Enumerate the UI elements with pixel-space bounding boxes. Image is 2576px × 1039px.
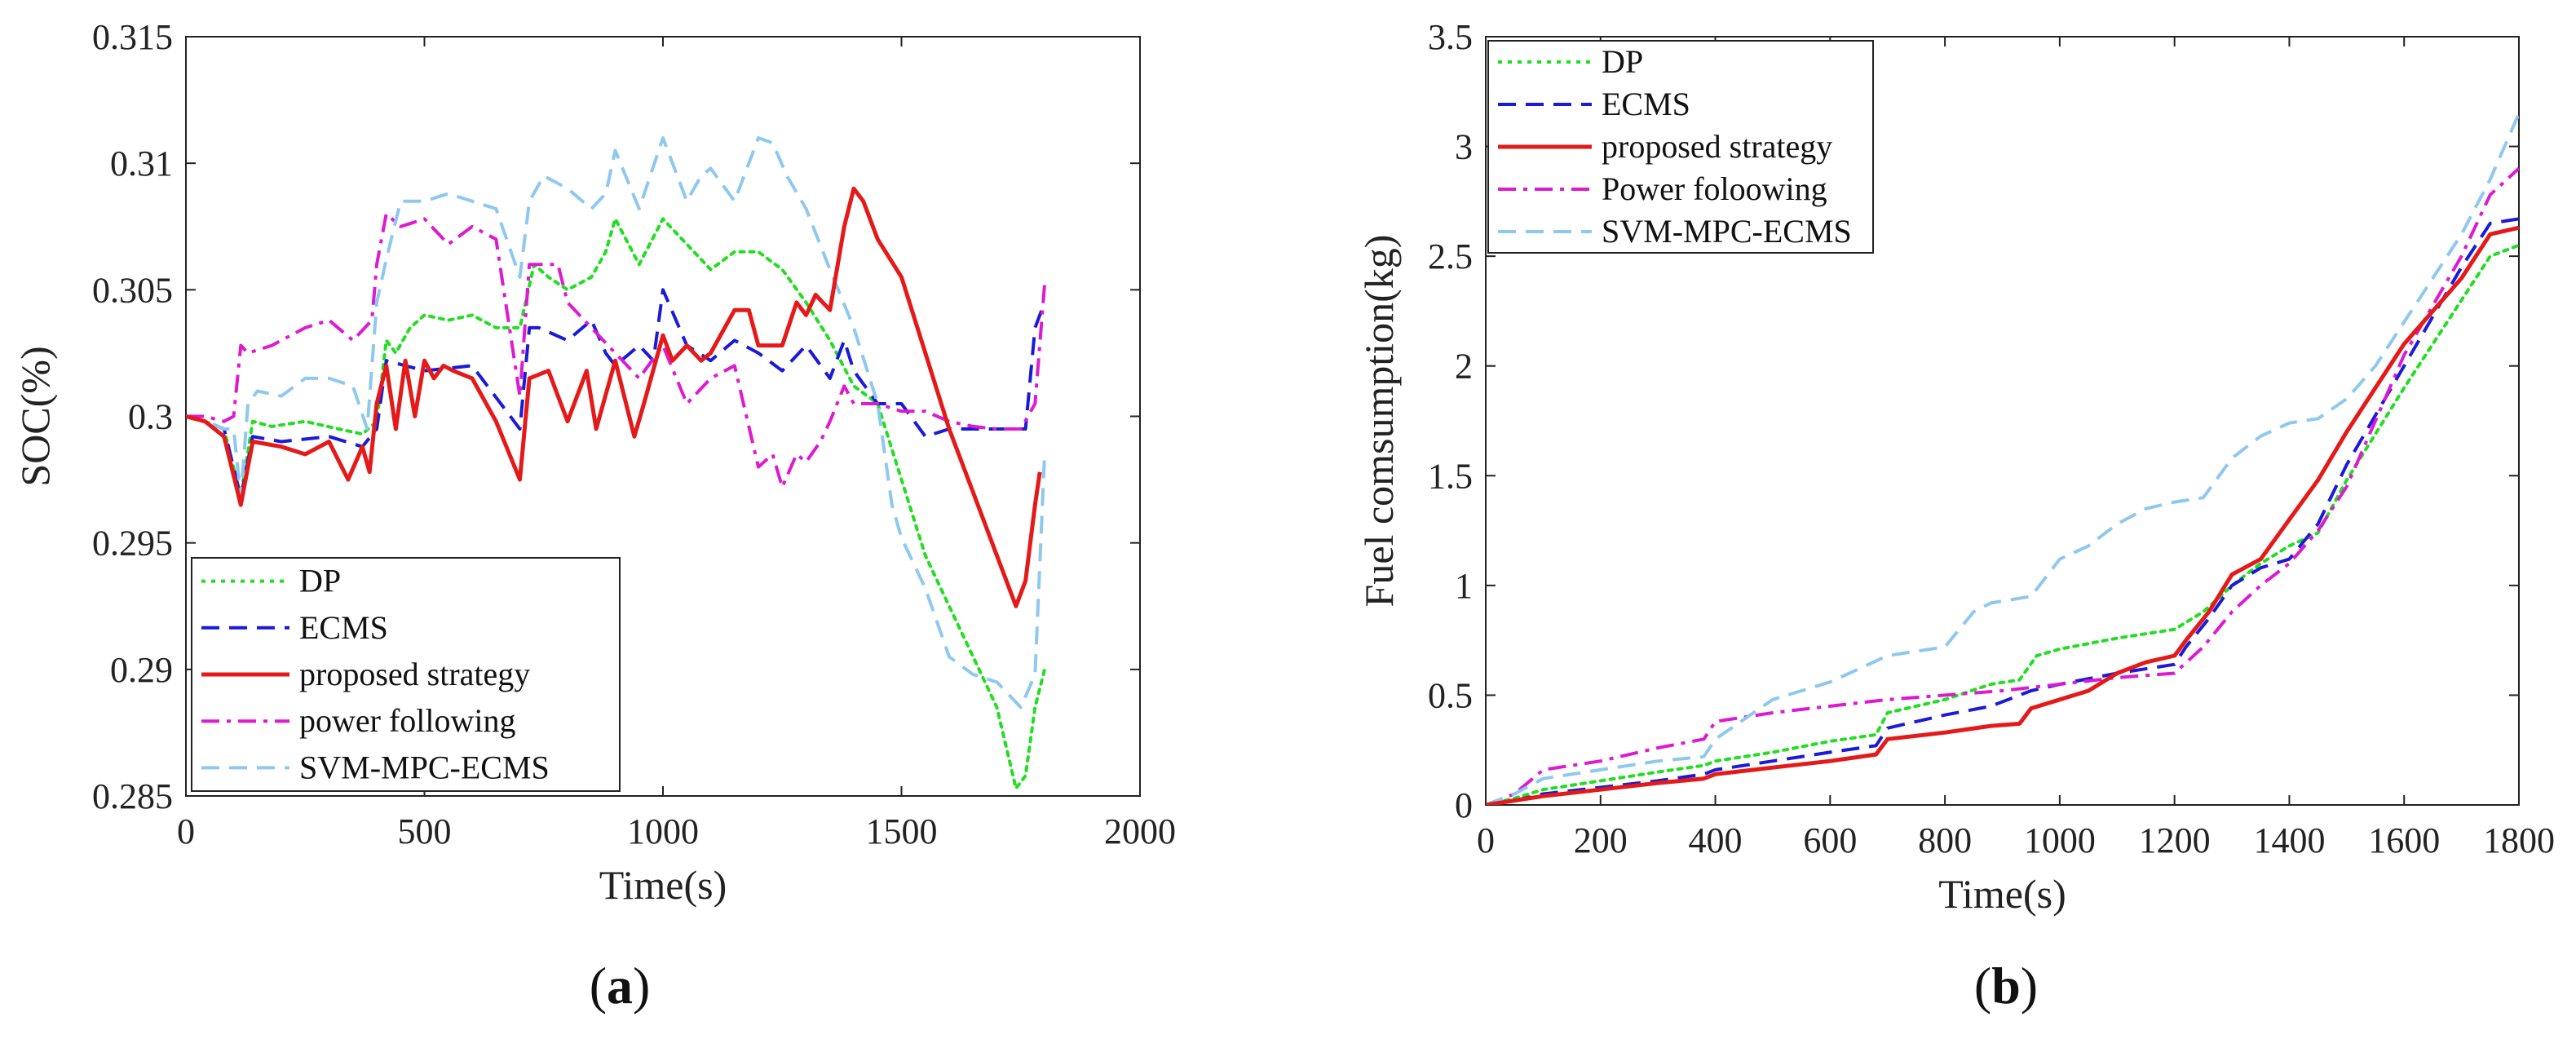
- x-tick-label: 500: [398, 811, 452, 851]
- legend-entry-label: DP: [1602, 43, 1643, 80]
- y-tick-label: 0.3: [128, 397, 173, 437]
- x-tick-label: 0: [177, 811, 195, 851]
- y-tick-label: 3.5: [1428, 17, 1473, 57]
- x-tick-label: 2000: [1104, 811, 1176, 851]
- panel-label: (a): [590, 957, 651, 1015]
- x-tick-label: 800: [1918, 820, 1972, 860]
- series-line-proposed-strategy: [1486, 225, 2519, 805]
- x-tick-label: 1400: [2253, 820, 2325, 860]
- y-axis-label: SOC(%): [12, 346, 58, 486]
- panel-label-close-paren: ): [2021, 957, 2038, 1015]
- legend-box: [1487, 40, 1874, 254]
- series-line-power-following: [186, 212, 1046, 489]
- series-line-proposed-strategy: [186, 186, 1042, 608]
- y-tick-label: 3: [1455, 127, 1473, 167]
- panel-a-soc-chart: 0 500 1000 1500 2000 0.285 0.29 0.295 0.3 0.305 0.…: [12, 17, 1176, 1015]
- series-line-dp: [186, 217, 1046, 790]
- panel-label-letter: b: [1991, 957, 2021, 1015]
- series-group: [1486, 113, 2519, 805]
- legend-entry-label: power following: [299, 702, 516, 739]
- y-axis-label: Fuel comsumption(kg): [1356, 235, 1402, 608]
- panel-label-open-paren: (: [590, 957, 607, 1015]
- y-tick-label: 0.31: [110, 144, 173, 183]
- legend-entry-label: Power foloowing: [1602, 170, 1827, 207]
- x-tick-label: 400: [1689, 820, 1743, 860]
- legend-entry-label: proposed strategy: [1602, 128, 1832, 165]
- panel-label-letter: a: [607, 957, 633, 1015]
- y-tick-label: 0.285: [92, 776, 173, 816]
- legend-entry-label: ECMS: [1602, 86, 1690, 122]
- x-tick-label: 1500: [866, 811, 938, 851]
- y-tick-label: 1.5: [1428, 456, 1473, 496]
- panel-b-fuel-chart: 0 200 400 600 800 1000 1200 1400 1600 1800 0 0.5 1 1.…: [1356, 17, 2555, 1015]
- legend-entry-label: SVM-MPC-ECMS: [1602, 213, 1852, 250]
- y-tick-label: 0: [1455, 785, 1473, 825]
- x-axis-label: Time(s): [1938, 871, 2066, 917]
- legend-entry-label: DP: [299, 563, 341, 599]
- plot-frame: [1485, 36, 2520, 806]
- legend: DP ECMS proposed strategy Power foloowing SV…: [1487, 40, 1874, 254]
- legend-entry-label: ECMS: [299, 609, 388, 646]
- x-tick-label: 1200: [2139, 820, 2211, 860]
- x-tick-label: 1800: [2483, 820, 2555, 860]
- y-tick-label: 0.305: [92, 270, 173, 310]
- x-tick-label: 1000: [2024, 820, 2096, 860]
- series-line-power-foloowing: [1486, 167, 2519, 805]
- y-tick-label: 2.5: [1428, 237, 1473, 276]
- x-tick-label: 0: [1477, 820, 1495, 860]
- legend: DP ECMS proposed strategy power following SV…: [191, 557, 621, 792]
- x-tick-label: 600: [1803, 820, 1857, 860]
- y-tick-label: 0.29: [110, 650, 173, 690]
- x-tick-label: 1600: [2368, 820, 2440, 860]
- x-axis-label: Time(s): [599, 862, 727, 908]
- legend-entry-label: proposed strategy: [299, 656, 530, 692]
- y-tick-label: 0.315: [92, 17, 173, 57]
- x-tick-label: 1000: [627, 811, 699, 851]
- panel-label-close-paren: ): [633, 957, 650, 1015]
- y-tick-label: 1: [1455, 566, 1473, 606]
- x-tick-label: 200: [1574, 820, 1628, 860]
- series-line-ecms: [1486, 217, 2519, 805]
- series-line-svm-mpc-ecms: [186, 136, 1046, 710]
- y-tick-label: 0.5: [1428, 675, 1473, 715]
- y-tick-label: 2: [1455, 347, 1473, 387]
- y-tick-label: 0.295: [92, 524, 173, 564]
- series-line-svm-mpc-ecms: [1486, 113, 2519, 805]
- legend-entry-label: SVM-MPC-ECMS: [299, 749, 550, 785]
- panel-label-open-paren: (: [1974, 957, 1991, 1015]
- series-line-dp: [1486, 243, 2519, 805]
- series-group: [186, 136, 1046, 790]
- series-line-ecms: [186, 288, 1046, 499]
- panel-label: (b): [1974, 957, 2038, 1015]
